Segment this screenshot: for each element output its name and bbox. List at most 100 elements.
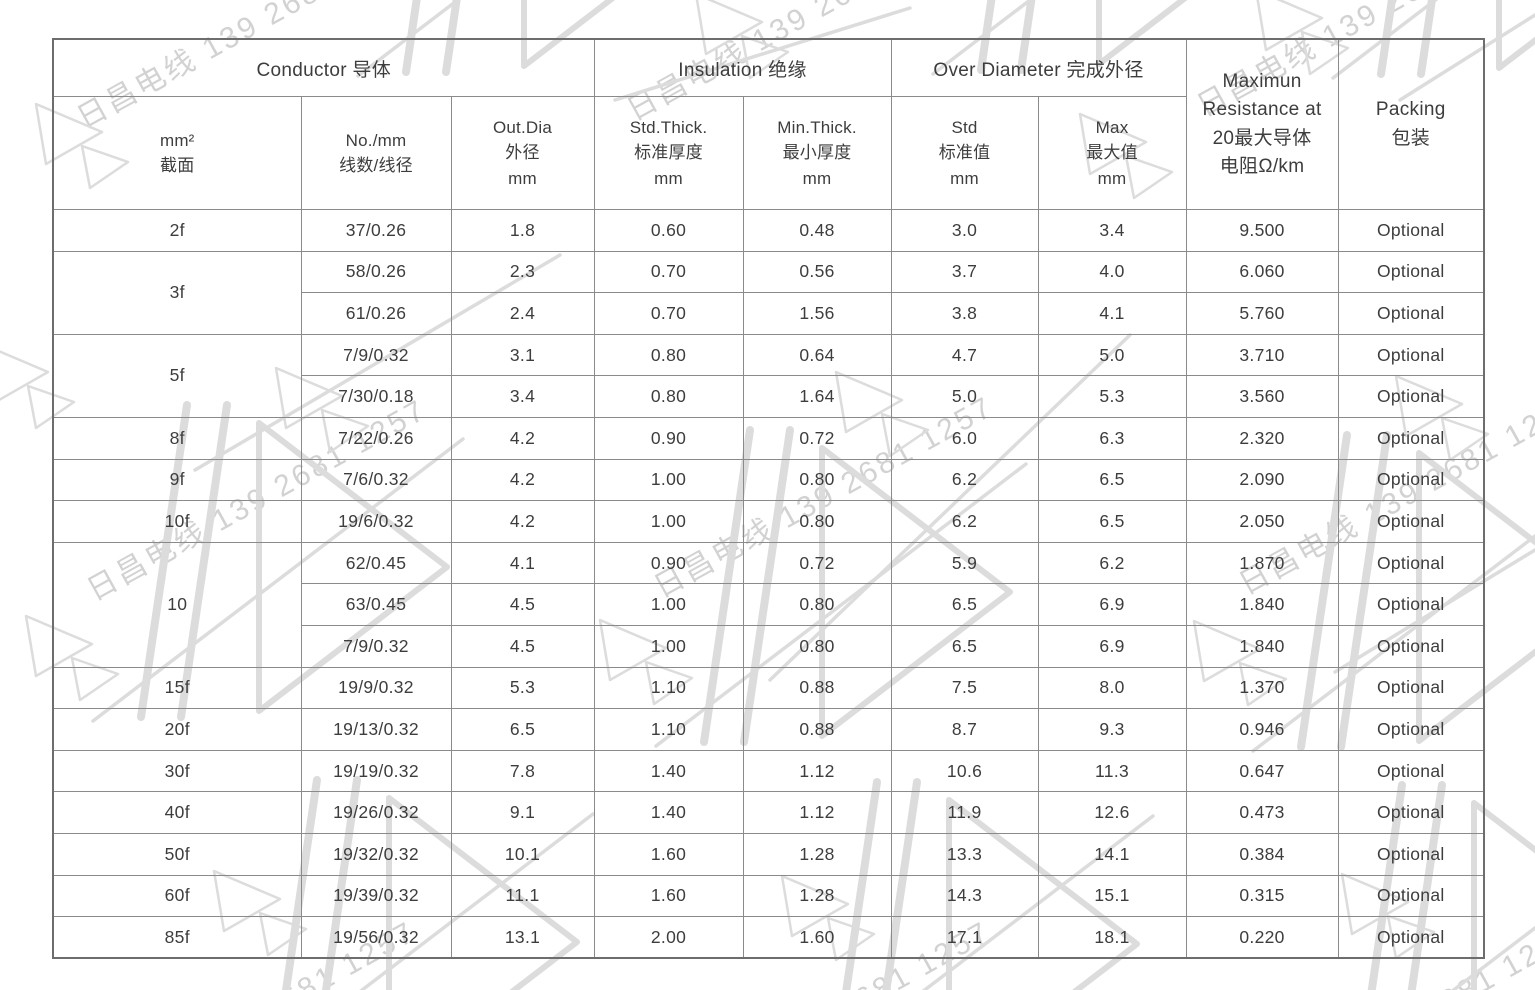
data-cell: 7.8	[450, 749, 595, 793]
data-cell: 7/9/0.32	[300, 333, 452, 377]
data-cell: 17.1	[890, 916, 1039, 959]
data-cell: Optional	[1337, 916, 1485, 959]
data-cell: 7/30/0.18	[300, 375, 452, 418]
data-cell: 6.060	[1185, 250, 1339, 294]
data-cell: 5.3	[450, 666, 595, 710]
data-cell: 5.9	[890, 541, 1039, 585]
data-cell: 1.00	[593, 458, 744, 502]
data-cell: 0.473	[1185, 791, 1339, 834]
data-cell: 1.12	[742, 791, 892, 834]
table-row: 30f 19/19/0.32 7.8 1.40 1.12 10.6 11.3 0.647 Opt…	[52, 749, 1485, 793]
header-group-conductor: Conductor 导体	[52, 38, 595, 97]
data-cell: 12.6	[1037, 791, 1187, 834]
row-label-cell: 2f	[52, 209, 302, 252]
data-cell: 11.1	[450, 874, 595, 918]
data-cell: 4.7	[890, 333, 1039, 377]
data-cell: 18.1	[1037, 916, 1187, 959]
data-cell: 19/19/0.32	[300, 749, 452, 793]
data-cell: Optional	[1337, 500, 1485, 543]
data-cell: 5.0	[890, 375, 1039, 418]
data-cell: 0.80	[742, 624, 892, 668]
header-col-max-resistance: Maximun Resistance at 20最大导体 电阻Ω/km	[1185, 38, 1339, 210]
data-cell: 6.9	[1037, 583, 1187, 626]
data-cell: 6.2	[890, 500, 1039, 543]
data-cell: 4.5	[450, 583, 595, 626]
data-cell: 2.00	[593, 916, 744, 959]
row-label-cell: 30f	[52, 749, 302, 793]
data-cell: 1.840	[1185, 583, 1339, 626]
data-cell: 6.2	[1037, 541, 1187, 585]
data-cell: 0.315	[1185, 874, 1339, 918]
data-cell: 2.320	[1185, 416, 1339, 460]
data-cell: 4.5	[450, 624, 595, 668]
data-cell: Optional	[1337, 583, 1485, 626]
data-cell: 0.80	[742, 583, 892, 626]
data-cell: 0.88	[742, 666, 892, 710]
data-cell: 2.3	[450, 250, 595, 294]
data-cell: 19/13/0.32	[300, 708, 452, 751]
cable-spec-table: Conductor 导体 Insulation 绝缘 Over Diameter…	[52, 38, 1486, 960]
table-row: 20f 19/13/0.32 6.5 1.10 0.88 8.7 9.3 0.946 Optio…	[52, 708, 1485, 751]
data-cell: 3.7	[890, 250, 1039, 294]
data-cell: 19/56/0.32	[300, 916, 452, 959]
data-cell: 1.40	[593, 791, 744, 834]
data-cell: 1.28	[742, 874, 892, 918]
data-cell: Optional	[1337, 874, 1485, 918]
row-label-cell: 3f	[52, 250, 302, 335]
data-cell: 19/9/0.32	[300, 666, 452, 710]
data-cell: 0.80	[742, 500, 892, 543]
data-cell: 4.2	[450, 458, 595, 502]
data-cell: Optional	[1337, 458, 1485, 502]
data-cell: 4.2	[450, 416, 595, 460]
data-cell: Optional	[1337, 791, 1485, 834]
table-row: 7/30/0.18 3.4 0.80 1.64 5.0 5.3 3.560 Optional	[53, 375, 1485, 418]
table-row: 2f 37/0.26 1.8 0.60 0.48 3.0 3.4 9.500 Optional	[52, 209, 1485, 252]
data-cell: 1.28	[742, 832, 892, 876]
row-label-cell: 5f	[52, 333, 302, 418]
data-cell: Optional	[1337, 292, 1485, 335]
header-subcol-4: Min.Thick. 最小厚度 mm	[742, 96, 892, 210]
data-cell: 14.1	[1037, 832, 1187, 876]
data-cell: 6.5	[890, 583, 1039, 626]
data-cell: 1.870	[1185, 541, 1339, 585]
data-cell: 3.8	[890, 292, 1039, 335]
table-row: 10 62/0.45 4.1 0.90 0.72 5.9 6.2 1.870 Optional	[52, 541, 1485, 668]
row-label-cell: 10f	[52, 500, 302, 543]
data-cell: 6.0	[890, 416, 1039, 460]
data-cell: Optional	[1337, 250, 1485, 294]
data-cell: 2.4	[450, 292, 595, 335]
data-cell: 1.64	[742, 375, 892, 418]
table-row: 40f 19/26/0.32 9.1 1.40 1.12 11.9 12.6 0.473 Opt…	[52, 791, 1485, 834]
data-cell: Optional	[1337, 708, 1485, 751]
data-cell: 7.5	[890, 666, 1039, 710]
header-subcol-6: Max 最大值 mm	[1037, 96, 1187, 210]
watermark-logo	[300, 0, 730, 80]
row-label-cell: 40f	[52, 791, 302, 834]
table-row: 60f 19/39/0.32 11.1 1.60 1.28 14.3 15.1 0.315 Op…	[52, 874, 1485, 918]
data-cell: 0.60	[593, 209, 744, 252]
data-cell: 9.3	[1037, 708, 1187, 751]
data-cell: 4.2	[450, 500, 595, 543]
data-cell: 13.3	[890, 832, 1039, 876]
data-cell: Optional	[1337, 666, 1485, 710]
data-cell: Optional	[1337, 209, 1485, 252]
table-row: 85f 19/56/0.32 13.1 2.00 1.60 17.1 18.1 0.220 Op…	[52, 916, 1485, 959]
data-cell: 61/0.26	[300, 292, 452, 335]
header-group-over-diameter: Over Diameter 完成外径	[890, 38, 1187, 97]
data-cell: 3.710	[1185, 333, 1339, 377]
data-cell: Optional	[1337, 832, 1485, 876]
data-cell: 4.1	[450, 541, 595, 585]
row-label-cell: 85f	[52, 916, 302, 959]
data-cell: Optional	[1337, 416, 1485, 460]
data-cell: 0.946	[1185, 708, 1339, 751]
data-cell: 0.56	[742, 250, 892, 294]
data-cell: 0.220	[1185, 916, 1339, 959]
data-cell: 6.5	[1037, 500, 1187, 543]
data-cell: 6.5	[450, 708, 595, 751]
data-cell: 10.6	[890, 749, 1039, 793]
data-cell: Optional	[1337, 333, 1485, 377]
table-row: 50f 19/32/0.32 10.1 1.60 1.28 13.3 14.1 0.384 Op…	[52, 832, 1485, 876]
table-row: 63/0.45 4.5 1.00 0.80 6.5 6.9 1.840 Optional	[53, 583, 1485, 626]
data-cell: 19/32/0.32	[300, 832, 452, 876]
data-cell: 15.1	[1037, 874, 1187, 918]
